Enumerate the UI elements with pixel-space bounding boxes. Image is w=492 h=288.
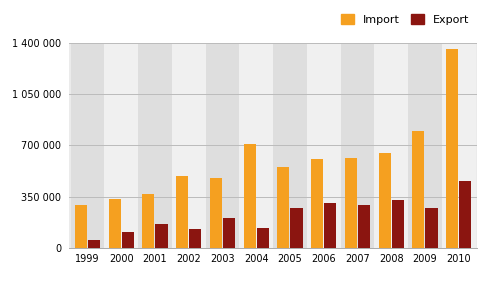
Bar — [412, 131, 425, 248]
Bar — [70, 43, 104, 248]
Bar — [109, 199, 121, 248]
Bar — [239, 43, 273, 248]
Bar — [104, 43, 138, 248]
Bar — [210, 178, 222, 248]
Bar — [75, 205, 87, 248]
Bar — [172, 43, 206, 248]
Bar — [277, 167, 289, 248]
Bar — [408, 43, 442, 248]
Bar — [88, 240, 100, 248]
Bar — [307, 43, 340, 248]
Bar — [340, 43, 374, 248]
Bar — [189, 230, 201, 248]
Bar — [244, 144, 256, 248]
Bar — [122, 232, 134, 248]
Bar — [459, 181, 471, 248]
Bar — [257, 228, 269, 248]
Bar — [290, 208, 303, 248]
Bar — [392, 200, 404, 248]
Bar — [446, 49, 458, 248]
Bar — [426, 208, 437, 248]
Legend: Import, Export: Import, Export — [338, 12, 472, 27]
Bar — [155, 223, 168, 248]
Bar — [138, 43, 172, 248]
Bar — [358, 205, 370, 248]
Bar — [311, 159, 323, 248]
Bar — [206, 43, 239, 248]
Bar — [374, 43, 408, 248]
Bar — [223, 218, 235, 248]
Bar — [142, 194, 154, 248]
Bar — [176, 176, 188, 248]
Bar — [345, 158, 357, 248]
Bar — [378, 153, 391, 248]
Bar — [324, 203, 337, 248]
Bar — [442, 43, 476, 248]
Bar — [273, 43, 307, 248]
